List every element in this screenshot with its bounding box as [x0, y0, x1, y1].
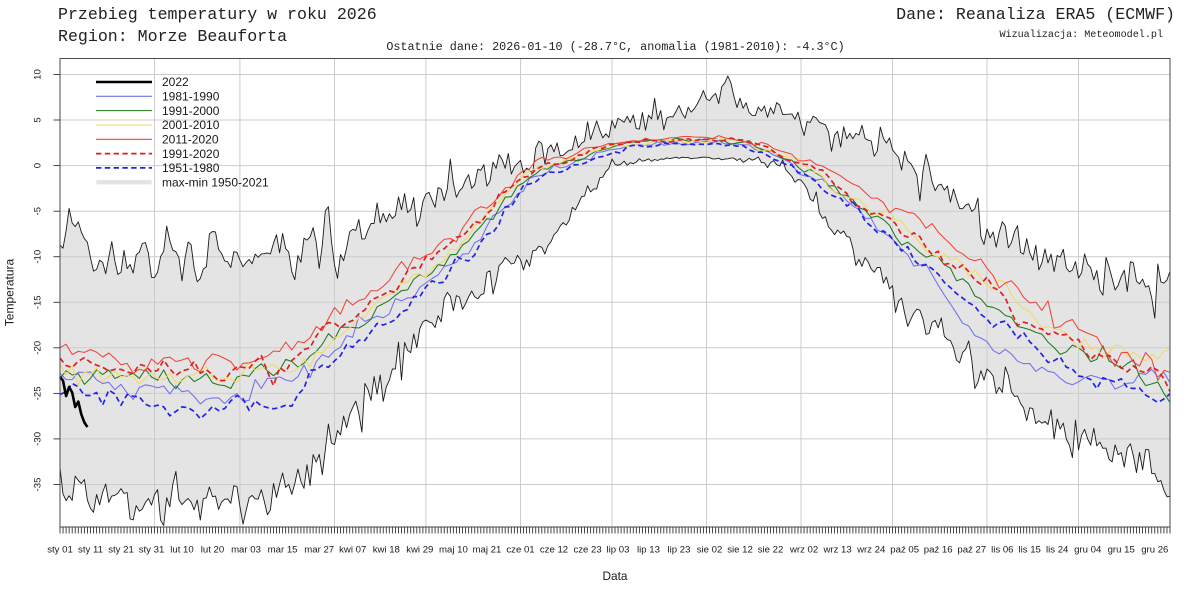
svg-text:wrz 13: wrz 13 [822, 545, 851, 556]
svg-text:-25: -25 [33, 386, 44, 400]
svg-text:2001-2010: 2001-2010 [162, 118, 220, 132]
svg-text:sty 21: sty 21 [108, 545, 134, 556]
svg-text:sty 01: sty 01 [47, 545, 73, 556]
svg-text:2011-2020: 2011-2020 [162, 133, 219, 147]
svg-text:lut 20: lut 20 [201, 545, 224, 556]
svg-text:lis 15: lis 15 [1018, 545, 1040, 556]
svg-text:5: 5 [33, 117, 44, 122]
svg-text:1981-1990: 1981-1990 [162, 90, 220, 104]
svg-text:kwi 07: kwi 07 [339, 545, 366, 556]
svg-text:sie 12: sie 12 [727, 545, 753, 556]
svg-text:Wizualizacja: Meteomodel.pl: Wizualizacja: Meteomodel.pl [999, 29, 1163, 41]
svg-text:mar 03: mar 03 [231, 545, 261, 556]
svg-text:maj 21: maj 21 [473, 545, 502, 556]
svg-text:sie 02: sie 02 [697, 545, 723, 556]
svg-text:1991-2020: 1991-2020 [162, 147, 220, 161]
svg-text:-30: -30 [33, 432, 44, 446]
svg-text:gru 15: gru 15 [1108, 545, 1135, 556]
svg-text:1951-1980: 1951-1980 [162, 161, 220, 175]
svg-text:sty 31: sty 31 [139, 545, 165, 556]
svg-text:maj 10: maj 10 [439, 545, 468, 556]
svg-text:wrz 24: wrz 24 [856, 545, 886, 556]
svg-text:mar 15: mar 15 [268, 545, 298, 556]
svg-text:Ostatnie dane: 2026-01-10 (-28: Ostatnie dane: 2026-01-10 (-28.7°C, anom… [386, 40, 844, 54]
svg-text:paź 27: paź 27 [957, 545, 986, 556]
svg-text:0: 0 [33, 163, 44, 168]
svg-text:2022: 2022 [162, 75, 189, 89]
svg-text:-5: -5 [33, 207, 44, 216]
svg-text:10: 10 [33, 69, 44, 80]
svg-text:-35: -35 [33, 478, 44, 492]
svg-text:lip 03: lip 03 [607, 545, 630, 556]
svg-text:lis 24: lis 24 [1046, 545, 1069, 556]
svg-text:Temperatura: Temperatura [3, 258, 17, 326]
svg-text:lip 13: lip 13 [637, 545, 660, 556]
svg-text:kwi 29: kwi 29 [406, 545, 433, 556]
svg-text:paź 16: paź 16 [924, 545, 953, 556]
svg-text:cze 12: cze 12 [540, 545, 568, 556]
svg-text:cze 01: cze 01 [506, 545, 534, 556]
svg-text:-15: -15 [33, 295, 44, 309]
svg-text:1991-2000: 1991-2000 [162, 104, 220, 118]
svg-text:mar 27: mar 27 [304, 545, 334, 556]
svg-text:sty 11: sty 11 [78, 545, 103, 556]
svg-text:paź 05: paź 05 [890, 545, 919, 556]
svg-text:Region: Morze Beauforta: Region: Morze Beauforta [58, 27, 287, 46]
svg-text:-20: -20 [33, 341, 44, 355]
svg-text:lut 10: lut 10 [170, 545, 193, 556]
svg-text:Data: Data [603, 569, 628, 583]
svg-text:wrz 02: wrz 02 [789, 545, 818, 556]
svg-text:lip 23: lip 23 [668, 545, 691, 556]
svg-text:sie 22: sie 22 [758, 545, 784, 556]
svg-text:-10: -10 [33, 250, 44, 264]
svg-text:Dane: Reanaliza ERA5 (ECMWF): Dane: Reanaliza ERA5 (ECMWF) [896, 5, 1175, 24]
svg-text:gru 04: gru 04 [1074, 545, 1102, 556]
svg-text:cze 23: cze 23 [573, 545, 601, 556]
svg-text:Przebieg temperatury w roku 20: Przebieg temperatury w roku 2026 [58, 5, 377, 24]
svg-text:gru 26: gru 26 [1141, 545, 1168, 556]
svg-text:lis 06: lis 06 [991, 545, 1013, 556]
svg-text:kwi 18: kwi 18 [373, 545, 400, 556]
svg-text:max-min 1950-2021: max-min 1950-2021 [162, 175, 269, 189]
